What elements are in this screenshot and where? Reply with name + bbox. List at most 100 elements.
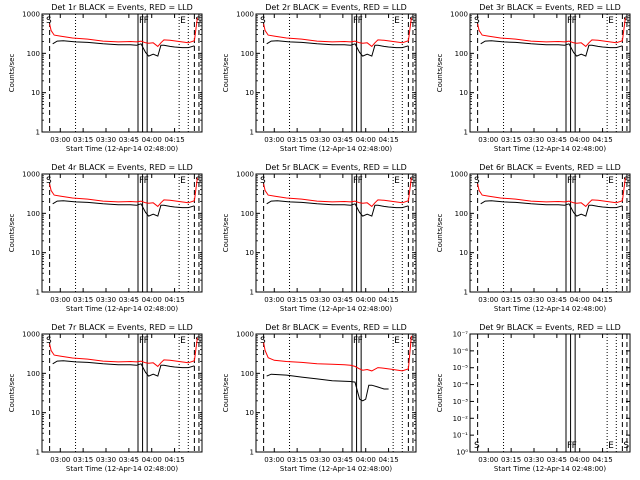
x-axis-label: Start Time (12-Apr-14 02:48:00) <box>66 145 178 153</box>
x-tick-label: 03:15 <box>287 136 307 144</box>
y-axis-label: Counts/sec <box>8 374 16 413</box>
marker-s2-label: S <box>623 16 629 26</box>
marker-f2-label: F <box>144 176 149 186</box>
y-tick-label: 10 <box>245 409 254 417</box>
y-tick-label: 10⁻³ <box>453 398 469 406</box>
y-tick-label: 1000 <box>22 331 40 339</box>
events-series-line <box>266 373 389 402</box>
marker-s2-label: S <box>195 336 201 346</box>
marker-f1-label: F <box>353 16 358 26</box>
x-tick-label: 03:00 <box>50 136 70 144</box>
marker-f2-label: F <box>144 336 149 346</box>
x-tick-label: 03:00 <box>478 456 498 464</box>
y-tick-label: 100 <box>455 210 468 218</box>
x-tick-label: 03:00 <box>264 296 284 304</box>
panel-title: Det 3r BLACK = Events, RED = LLD <box>479 3 621 12</box>
y-tick-label: 100 <box>27 370 40 378</box>
y-tick-label: 1 <box>464 289 468 297</box>
x-tick-label: 03:30 <box>96 136 116 144</box>
x-tick-label: 03:30 <box>310 136 330 144</box>
x-tick-label: 03:45 <box>333 296 353 304</box>
x-tick-label: 03:15 <box>73 296 93 304</box>
y-tick-label: 10⁻⁴ <box>453 381 469 389</box>
x-tick-label: 03:15 <box>73 456 93 464</box>
x-axis-label: Start Time (12-Apr-14 02:48:00) <box>280 145 392 153</box>
y-tick-label: 10 <box>31 249 40 257</box>
x-tick-label: 03:15 <box>73 136 93 144</box>
y-tick-label: 100 <box>27 210 40 218</box>
y-tick-label: 1 <box>250 289 254 297</box>
y-tick-label: 1000 <box>236 331 254 339</box>
x-tick-label: 03:00 <box>50 296 70 304</box>
events-series-line <box>52 200 195 217</box>
marker-e-label: E <box>394 16 400 26</box>
x-tick-label: 03:00 <box>50 456 70 464</box>
x-tick-label: 03:30 <box>310 456 330 464</box>
y-axis-label: Counts/sec <box>222 374 230 413</box>
marker-e-label: E <box>180 336 186 346</box>
y-axis-label: Counts/sec <box>222 54 230 93</box>
x-tick-label: 03:45 <box>547 296 567 304</box>
plot-frame <box>41 333 203 453</box>
marker-s2-label: S <box>623 441 629 451</box>
y-tick-label: 1000 <box>236 171 254 179</box>
marker-s1-label: S <box>260 176 266 186</box>
x-tick-label: 04:00 <box>570 296 590 304</box>
marker-e-label: E <box>394 336 400 346</box>
marker-f1-label: F <box>567 16 572 26</box>
y-tick-label: 100 <box>241 210 254 218</box>
y-tick-label: 10⁰ <box>456 449 468 457</box>
lld-series-line <box>49 177 198 208</box>
y-tick-label: 100 <box>241 50 254 58</box>
x-tick-label: 04:00 <box>142 296 162 304</box>
marker-e-label: E <box>608 16 614 26</box>
marker-s1-label: S <box>46 336 52 346</box>
y-tick-label: 10⁻⁷ <box>453 331 469 339</box>
marker-f1-label: F <box>567 441 572 451</box>
y-tick-label: 100 <box>27 50 40 58</box>
x-tick-label: 03:30 <box>96 296 116 304</box>
y-axis-label: Counts/sec <box>8 54 16 93</box>
y-tick-label: 1000 <box>450 11 468 19</box>
marker-f1-label: F <box>139 336 144 346</box>
x-axis-label: Start Time (12-Apr-14 02:48:00) <box>66 465 178 473</box>
y-tick-label: 10⁻¹ <box>453 432 469 440</box>
x-tick-label: 04:15 <box>592 456 612 464</box>
marker-f2-label: F <box>572 441 577 451</box>
marker-f1-label: F <box>139 16 144 26</box>
marker-e-label: E <box>394 176 400 186</box>
x-tick-label: 03:30 <box>310 296 330 304</box>
marker-s2-label: S <box>409 336 415 346</box>
x-tick-label: 03:45 <box>547 456 567 464</box>
marker-f2-label: F <box>358 176 363 186</box>
lld-series-line <box>263 177 412 208</box>
marker-s2-label: S <box>409 16 415 26</box>
marker-e-label: E <box>180 16 186 26</box>
x-tick-label: 03:15 <box>501 296 521 304</box>
y-axis-label: Counts/sec <box>436 214 444 253</box>
y-axis-label: Counts/sec <box>436 374 444 413</box>
x-tick-label: 04:15 <box>378 136 398 144</box>
x-tick-label: 04:00 <box>356 456 376 464</box>
x-tick-label: 03:45 <box>333 136 353 144</box>
x-tick-label: 04:15 <box>164 136 184 144</box>
marker-f1-label: F <box>353 176 358 186</box>
panel-title: Det 6r BLACK = Events, RED = LLD <box>479 163 621 172</box>
x-tick-label: 04:15 <box>378 296 398 304</box>
y-tick-label: 10 <box>245 89 254 97</box>
marker-f1-label: F <box>567 176 572 186</box>
y-tick-label: 10⁻² <box>453 415 469 423</box>
x-tick-label: 04:15 <box>592 136 612 144</box>
marker-f1-label: F <box>139 176 144 186</box>
x-axis-label: Start Time (12-Apr-14 02:48:00) <box>494 465 606 473</box>
y-tick-label: 10 <box>31 89 40 97</box>
y-tick-label: 10⁻⁶ <box>453 347 469 355</box>
marker-f2-label: F <box>572 16 577 26</box>
y-tick-label: 10 <box>245 249 254 257</box>
